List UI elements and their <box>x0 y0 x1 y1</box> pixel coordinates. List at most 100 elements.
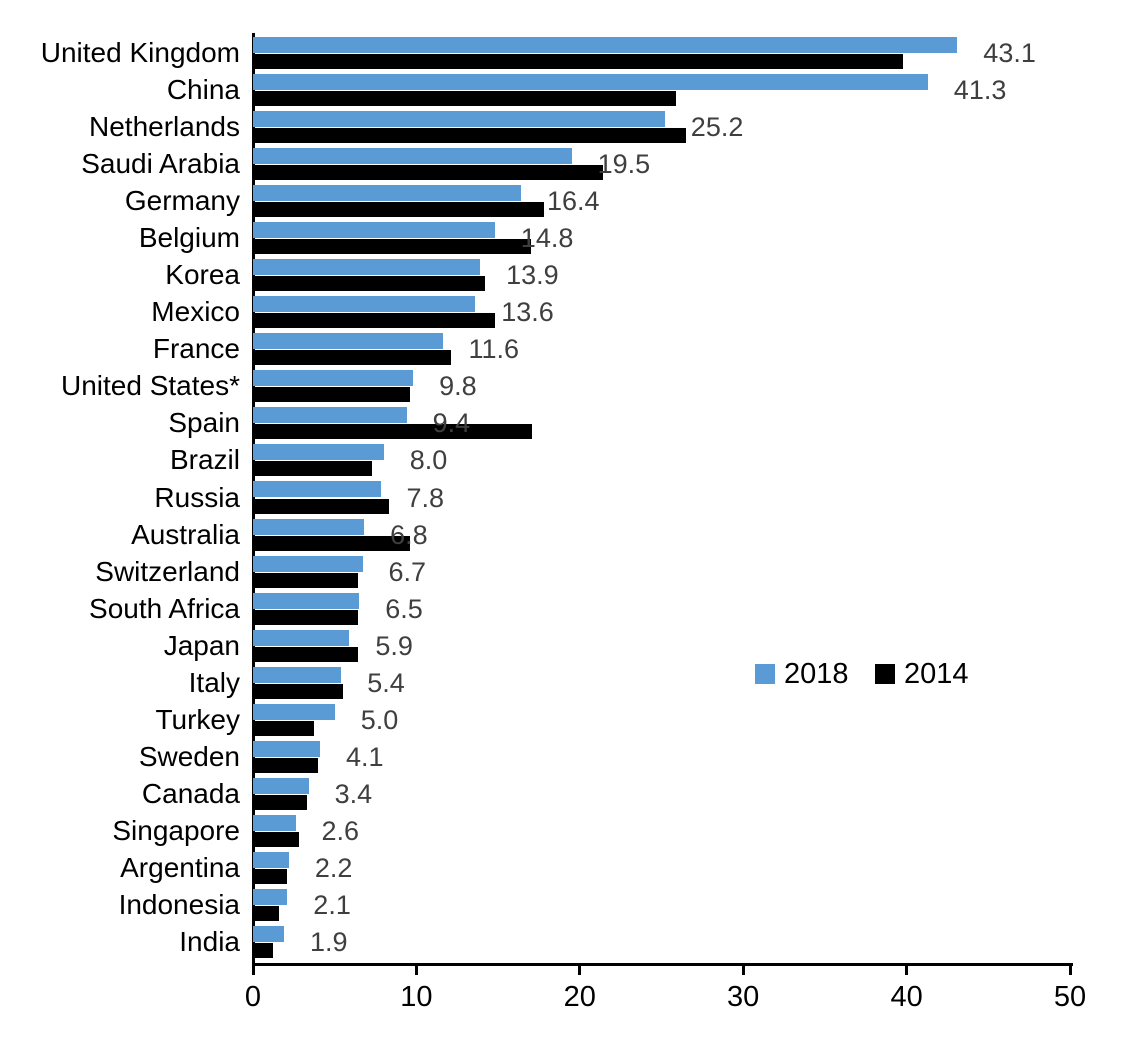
bar-2014-russia <box>253 498 389 514</box>
bar-2018-brazil <box>253 444 384 461</box>
bar-2018-russia <box>253 481 381 498</box>
bar-2014-indonesia <box>253 905 280 921</box>
value-label-australia: 6.8 <box>390 519 428 550</box>
value-label-india: 1.9 <box>310 927 348 957</box>
bar-2014-netherlands <box>253 128 686 144</box>
category-label-mexico: Mexico <box>151 296 240 328</box>
bar-2014-mexico <box>253 313 495 329</box>
category-label-switzerland: Switzerland <box>95 555 240 587</box>
category-label-australia: Australia <box>131 518 240 550</box>
x-tick-label-20: 20 <box>563 981 596 1013</box>
value-label-switzerland: 6.7 <box>388 556 427 587</box>
bar-2018-spain <box>253 407 407 424</box>
value-label-canada: 3.4 <box>334 778 373 809</box>
category-label-sweden: Sweden <box>138 740 240 772</box>
x-tick-label-0: 0 <box>244 981 262 1013</box>
legend-item-2014: 2014 <box>875 658 969 690</box>
value-label-spain: 9.4 <box>432 408 471 439</box>
bar-2014-belgium <box>253 239 531 255</box>
x-tick-40 <box>905 966 909 975</box>
bar-2018-germany <box>253 185 521 202</box>
bar-2014-sweden <box>253 757 319 773</box>
category-label-turkey: Turkey <box>155 703 240 735</box>
bar-2014-china <box>253 91 677 106</box>
bar-2014-south-africa <box>253 609 358 625</box>
value-label-south-africa: 6.5 <box>385 593 423 624</box>
bar-2018-india <box>253 925 284 942</box>
category-label-united-states: United States* <box>61 370 240 402</box>
bar-2018-australia <box>253 518 365 535</box>
legend-item-2018: 2018 <box>755 658 849 690</box>
value-label-turkey: 5.0 <box>360 704 399 735</box>
legend-label-2018: 2018 <box>784 658 849 690</box>
category-label-india: India <box>179 926 240 957</box>
category-label-spain: Spain <box>168 407 240 439</box>
bar-2018-turkey <box>253 703 335 720</box>
category-label-argentina: Argentina <box>120 851 240 883</box>
bar-2014-korea <box>253 276 485 292</box>
x-tick-label-30: 30 <box>727 981 760 1013</box>
x-tick-label-10: 10 <box>400 981 433 1013</box>
bar-2014-switzerland <box>253 572 358 588</box>
bar-2018-canada <box>253 777 309 794</box>
bar-2014-united-kingdom <box>253 54 904 69</box>
bar-2018-argentina <box>253 851 289 868</box>
bar-2018-united-states <box>253 370 414 387</box>
value-label-netherlands: 25.2 <box>690 112 744 143</box>
bar-2014-spain <box>253 424 533 440</box>
value-label-brazil: 8.0 <box>409 445 448 476</box>
category-label-south-africa: South Africa <box>89 592 240 624</box>
category-label-china: China <box>166 74 240 105</box>
bar-2014-brazil <box>253 461 373 477</box>
category-label-brazil: Brazil <box>169 444 240 476</box>
category-label-belgium: Belgium <box>138 222 240 254</box>
bar-2018-italy <box>253 666 342 683</box>
x-tick-30 <box>741 966 745 975</box>
value-label-mexico: 13.6 <box>501 297 554 328</box>
category-label-indonesia: Indonesia <box>118 888 240 920</box>
category-label-italy: Italy <box>188 666 240 698</box>
bar-2018-south-africa <box>253 592 360 609</box>
category-label-korea: Korea <box>165 259 240 291</box>
x-tick-0 <box>251 966 255 975</box>
bar-2018-united-kingdom <box>253 37 958 53</box>
value-label-germany: 16.4 <box>547 186 600 217</box>
value-label-united-kingdom: 43.1 <box>983 38 1036 68</box>
x-tick-label-40: 40 <box>890 981 923 1013</box>
bar-2014-united-states <box>253 387 410 403</box>
bar-2018-belgium <box>253 222 495 239</box>
bar-2014-saudi-arabia <box>253 165 603 181</box>
value-label-belgium: 14.8 <box>520 223 574 254</box>
bar-2014-australia <box>253 535 410 551</box>
category-label-singapore: Singapore <box>112 814 240 846</box>
bar-2018-indonesia <box>253 888 288 905</box>
value-label-russia: 7.8 <box>406 482 445 513</box>
bar-2014-france <box>253 350 451 366</box>
bar-2018-sweden <box>253 740 320 757</box>
value-label-united-states: 9.8 <box>439 371 477 402</box>
value-label-indonesia: 2.1 <box>313 889 351 920</box>
bar-2018-mexico <box>253 296 476 313</box>
bar-2018-japan <box>253 629 350 646</box>
bar-2014-italy <box>253 683 343 699</box>
bar-2014-india <box>253 943 273 958</box>
bar-2018-saudi-arabia <box>253 148 572 165</box>
x-tick-10 <box>414 966 418 975</box>
category-label-france: France <box>152 333 240 365</box>
value-label-argentina: 2.2 <box>314 852 353 883</box>
value-label-france: 11.6 <box>468 334 520 365</box>
category-label-germany: Germany <box>124 185 240 217</box>
bar-2014-germany <box>253 202 544 218</box>
value-label-korea: 13.9 <box>506 260 559 291</box>
value-label-italy: 5.4 <box>367 667 405 698</box>
bar-2014-japan <box>253 646 358 662</box>
bar-2018-france <box>253 333 443 350</box>
category-label-netherlands: Netherlands <box>89 111 240 143</box>
value-label-saudi-arabia: 19.5 <box>597 149 651 180</box>
value-label-japan: 5.9 <box>375 630 413 661</box>
category-label-canada: Canada <box>141 777 240 809</box>
bar-2018-korea <box>253 259 481 276</box>
legend-label-2014: 2014 <box>904 658 969 690</box>
bar-2014-singapore <box>253 831 299 847</box>
bar-2014-canada <box>253 794 307 810</box>
